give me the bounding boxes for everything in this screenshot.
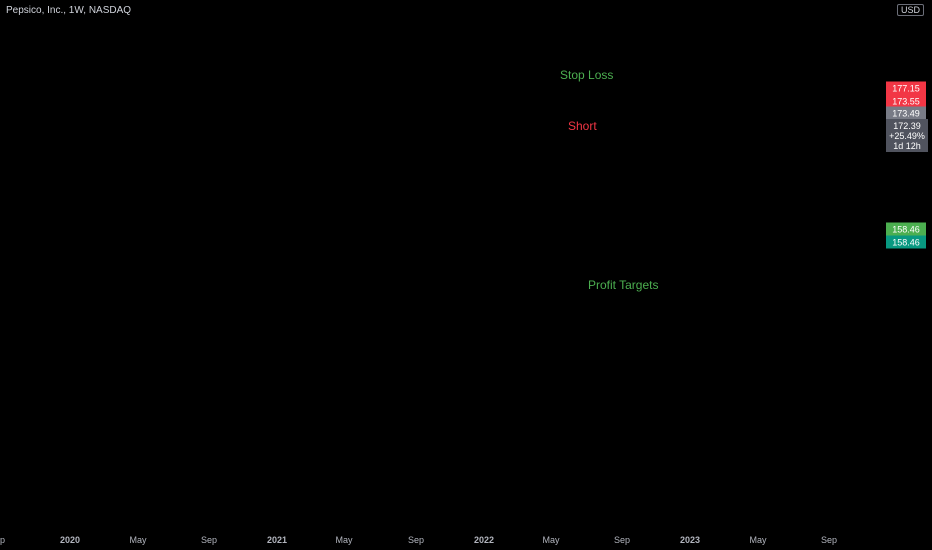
price-tag-bg — [886, 222, 926, 236]
x-tick-label: 2022 — [474, 535, 494, 545]
chart-title: Pepsico, Inc., 1W, NASDAQ — [6, 5, 132, 16]
price-tag-label: 173.49 — [892, 109, 920, 119]
x-axis: p 2020 May Sep 2021 May Sep 2022 May Sep 2023 May Se… — [0, 535, 837, 545]
x-tick-label: p — [0, 535, 5, 545]
x-tick-label: Sep — [201, 535, 217, 545]
x-tick-label: Sep — [614, 535, 630, 545]
price-tag-bg — [886, 106, 926, 120]
currency-badge[interactable]: USD — [896, 4, 924, 16]
x-tick-label: May — [335, 535, 353, 545]
x-tick-label: 2020 — [60, 535, 80, 545]
price-tag: 158.46 — [886, 222, 926, 236]
price-tag-label: 173.55 — [892, 97, 920, 107]
last-price-bg — [886, 119, 928, 152]
x-tick-label: 2023 — [680, 535, 700, 545]
x-tick-label: Sep — [408, 535, 424, 545]
price-tag: 158.46 — [886, 235, 926, 249]
x-tick-label: May — [749, 535, 767, 545]
last-price-tag: 172.39+25.49%1d 12h — [886, 119, 928, 152]
stop-loss-label: Stop Loss — [560, 68, 613, 82]
short-label: Short — [568, 119, 597, 133]
price-tag: 177.15 — [886, 81, 926, 95]
price-tag-bg — [886, 81, 926, 95]
profit-targets-label: Profit Targets — [588, 278, 658, 292]
x-tick-label: May — [129, 535, 147, 545]
last-price-text: 172.39 — [893, 121, 921, 131]
price-tag-label: 158.46 — [892, 225, 920, 235]
price-tag-bg — [886, 94, 926, 108]
x-tick-label: Sep — [821, 535, 837, 545]
price-tag: 173.55 — [886, 94, 926, 108]
price-tag-label: 177.15 — [892, 84, 920, 94]
last-price-text: +25.49% — [889, 131, 925, 141]
price-tag-label: 158.46 — [892, 238, 920, 248]
x-tick-label: May — [542, 535, 560, 545]
price-tags: 177.24177.15173.55173.49158.46158.46154.… — [886, 81, 928, 249]
price-tag-bg — [886, 235, 926, 249]
last-price-text: 1d 12h — [893, 141, 921, 151]
price-tag: 173.49 — [886, 106, 926, 120]
x-tick-label: 2021 — [267, 535, 287, 545]
